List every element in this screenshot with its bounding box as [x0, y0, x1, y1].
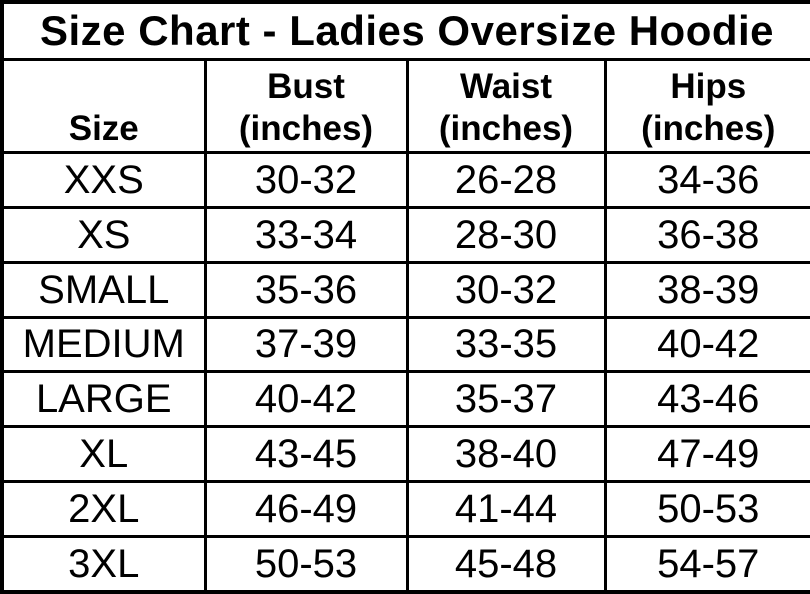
table-row-2xl: 2XL 46-49 41-44 50-53	[0, 480, 810, 538]
cell-waist: 38-40	[405, 425, 607, 484]
cell-bust: 50-53	[203, 534, 409, 594]
cell-waist: 26-28	[405, 151, 607, 209]
header-unit-hips: (inches)	[641, 109, 776, 149]
header-label-size: Size	[68, 109, 139, 149]
cell-waist: 35-37	[405, 370, 607, 429]
header-cell-bust: Bust (inches)	[203, 58, 409, 154]
header-label-bust: Bust	[267, 66, 345, 106]
cell-size: MEDIUM	[0, 315, 207, 374]
header-unit-waist: (inches)	[438, 109, 574, 149]
table-row-small: SMALL 35-36 30-32 38-39	[0, 260, 810, 319]
title-row: Size Chart - Ladies Oversize Hoodie	[0, 0, 810, 61]
header-cell-waist: Waist (inches)	[405, 58, 607, 154]
cell-hips: 34-36	[603, 151, 810, 209]
header-cell-hips: Hips (inches)	[603, 58, 810, 154]
cell-size: 3XL	[0, 534, 207, 594]
cell-bust: 37-39	[203, 315, 409, 374]
cell-hips: 43-46	[603, 370, 810, 429]
table-row-xxs: XXS 30-32 26-28 34-36	[0, 151, 810, 209]
header-cell-size: Size	[0, 58, 207, 154]
cell-hips: 54-57	[603, 534, 810, 594]
cell-bust: 35-36	[203, 260, 409, 319]
cell-hips: 50-53	[603, 480, 810, 538]
cell-waist: 45-48	[405, 534, 607, 594]
cell-hips: 40-42	[603, 315, 810, 374]
cell-size: SMALL	[0, 260, 207, 319]
cell-waist: 30-32	[405, 260, 607, 319]
header-row: Size Bust (inches) Waist (inches) Hips (…	[0, 58, 810, 154]
header-label-hips: Hips	[670, 66, 747, 106]
cell-size: XL	[0, 425, 207, 484]
cell-bust: 43-45	[203, 425, 409, 484]
table-row-3xl: 3XL 50-53 45-48 54-57	[0, 534, 810, 594]
chart-title: Size Chart - Ladies Oversize Hoodie	[0, 0, 810, 61]
table-row-medium: MEDIUM 37-39 33-35 40-42	[0, 315, 810, 374]
header-label-waist: Waist	[459, 66, 553, 106]
header-unit-bust: (inches)	[238, 109, 374, 149]
cell-hips: 36-38	[603, 205, 810, 264]
cell-size: XS	[0, 205, 207, 264]
table-row-xs: XS 33-34 28-30 36-38	[0, 205, 810, 264]
cell-size: LARGE	[0, 370, 207, 429]
cell-waist: 41-44	[405, 480, 607, 538]
cell-size: XXS	[0, 151, 207, 209]
cell-waist: 28-30	[405, 205, 607, 264]
cell-hips: 47-49	[603, 425, 810, 484]
table-row-xl: XL 43-45 38-40 47-49	[0, 425, 810, 484]
cell-hips: 38-39	[603, 260, 810, 319]
cell-waist: 33-35	[405, 315, 607, 374]
cell-bust: 30-32	[203, 151, 409, 209]
cell-bust: 46-49	[203, 480, 409, 538]
cell-bust: 33-34	[203, 205, 409, 264]
cell-size: 2XL	[0, 480, 207, 538]
table-row-large: LARGE 40-42 35-37 43-46	[0, 370, 810, 429]
cell-bust: 40-42	[203, 370, 409, 429]
